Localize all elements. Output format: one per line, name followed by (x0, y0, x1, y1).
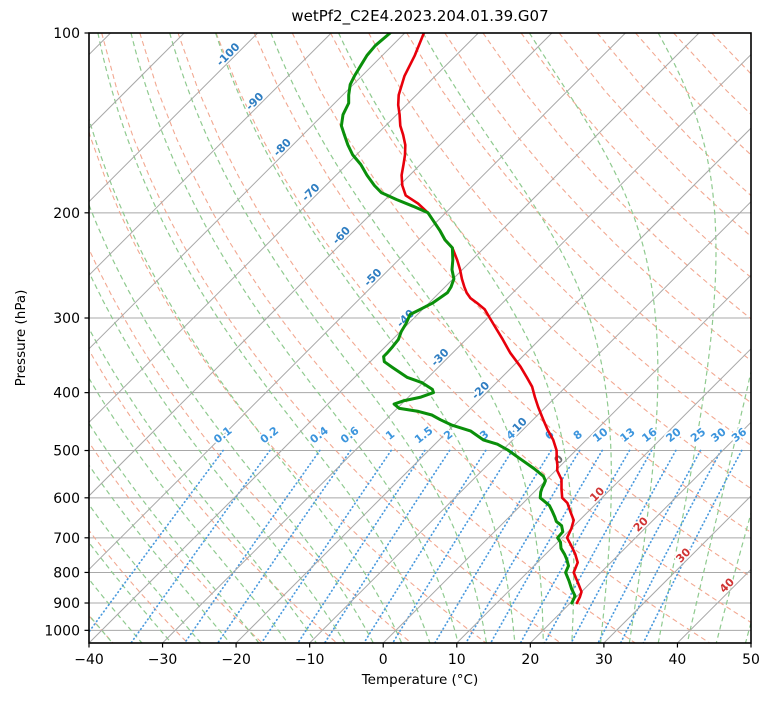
y-tick-label: 200 (53, 206, 80, 222)
y-tick-label: 100 (53, 26, 80, 42)
x-axis-label: Temperature (°C) (361, 672, 479, 688)
isotherm-label: -30 (428, 346, 451, 369)
isotherm-label: 40 (717, 575, 737, 595)
isotherm-lines (89, 33, 751, 643)
isotherm-label: -60 (330, 224, 353, 247)
x-tick-label: 40 (669, 652, 687, 668)
isotherm-label: -20 (469, 379, 492, 402)
x-tick-label: −30 (148, 652, 178, 668)
mixing-ratio-label: 1.5 (412, 424, 435, 446)
x-tick-label: 50 (742, 652, 760, 668)
mixing-ratio-label: 30 (709, 425, 729, 445)
sounding-profiles (339, 33, 583, 605)
y-tick-label: 800 (53, 565, 80, 581)
y-axis-label: Pressure (hPa) (13, 289, 29, 387)
isotherm-label: -50 (361, 266, 384, 289)
isotherm-label: -80 (271, 136, 294, 159)
x-tick-label: 30 (595, 652, 613, 668)
mixing-ratio-label: 0.6 (338, 424, 362, 446)
isotherm-label: 0 (551, 452, 566, 467)
x-tick-label: −40 (74, 652, 104, 668)
mixing-ratio-lines (89, 449, 743, 643)
mixing-ratio-label: 10 (590, 425, 610, 445)
mixing-ratio-label: 0.2 (258, 424, 281, 446)
isotherm-label: 10 (587, 484, 607, 504)
mixing-ratio-label: 2 (441, 428, 455, 443)
y-tick-label: 1000 (44, 623, 80, 639)
x-tick-label: 10 (448, 652, 466, 668)
mixing-ratio-label: 0.4 (308, 424, 332, 446)
x-tick-label: 0 (379, 652, 388, 668)
mixing-ratio-label: 20 (664, 425, 684, 445)
mixing-ratio-label: 8 (571, 428, 585, 443)
isotherm-label: -100 (214, 40, 243, 69)
y-tick-label: 700 (53, 531, 80, 547)
x-tick-label: 20 (521, 652, 539, 668)
pressure-gridlines (89, 212, 751, 631)
isotherm-label: -90 (243, 90, 266, 113)
temperature-line (396, 33, 583, 605)
mixing-ratio-label: 25 (688, 425, 708, 445)
mixing-ratio-label: 16 (640, 425, 660, 445)
x-tick-label: −20 (221, 652, 251, 668)
mixing-ratio-label: 13 (618, 425, 638, 445)
dewpoint-line (339, 33, 577, 605)
isotherm-label: 20 (631, 514, 651, 534)
moist-adiabat-lines (89, 33, 751, 643)
chart-title: wetPf2_C2E4.2023.204.01.39.G07 (291, 7, 549, 25)
x-tick-label: −10 (295, 652, 325, 668)
y-tick-label: 400 (53, 386, 80, 402)
y-tick-label: 600 (53, 491, 80, 507)
isotherm-label: -70 (299, 181, 322, 204)
y-tick-label: 300 (53, 311, 80, 327)
y-tick-label: 500 (53, 444, 80, 460)
y-tick-label: 900 (53, 596, 80, 612)
